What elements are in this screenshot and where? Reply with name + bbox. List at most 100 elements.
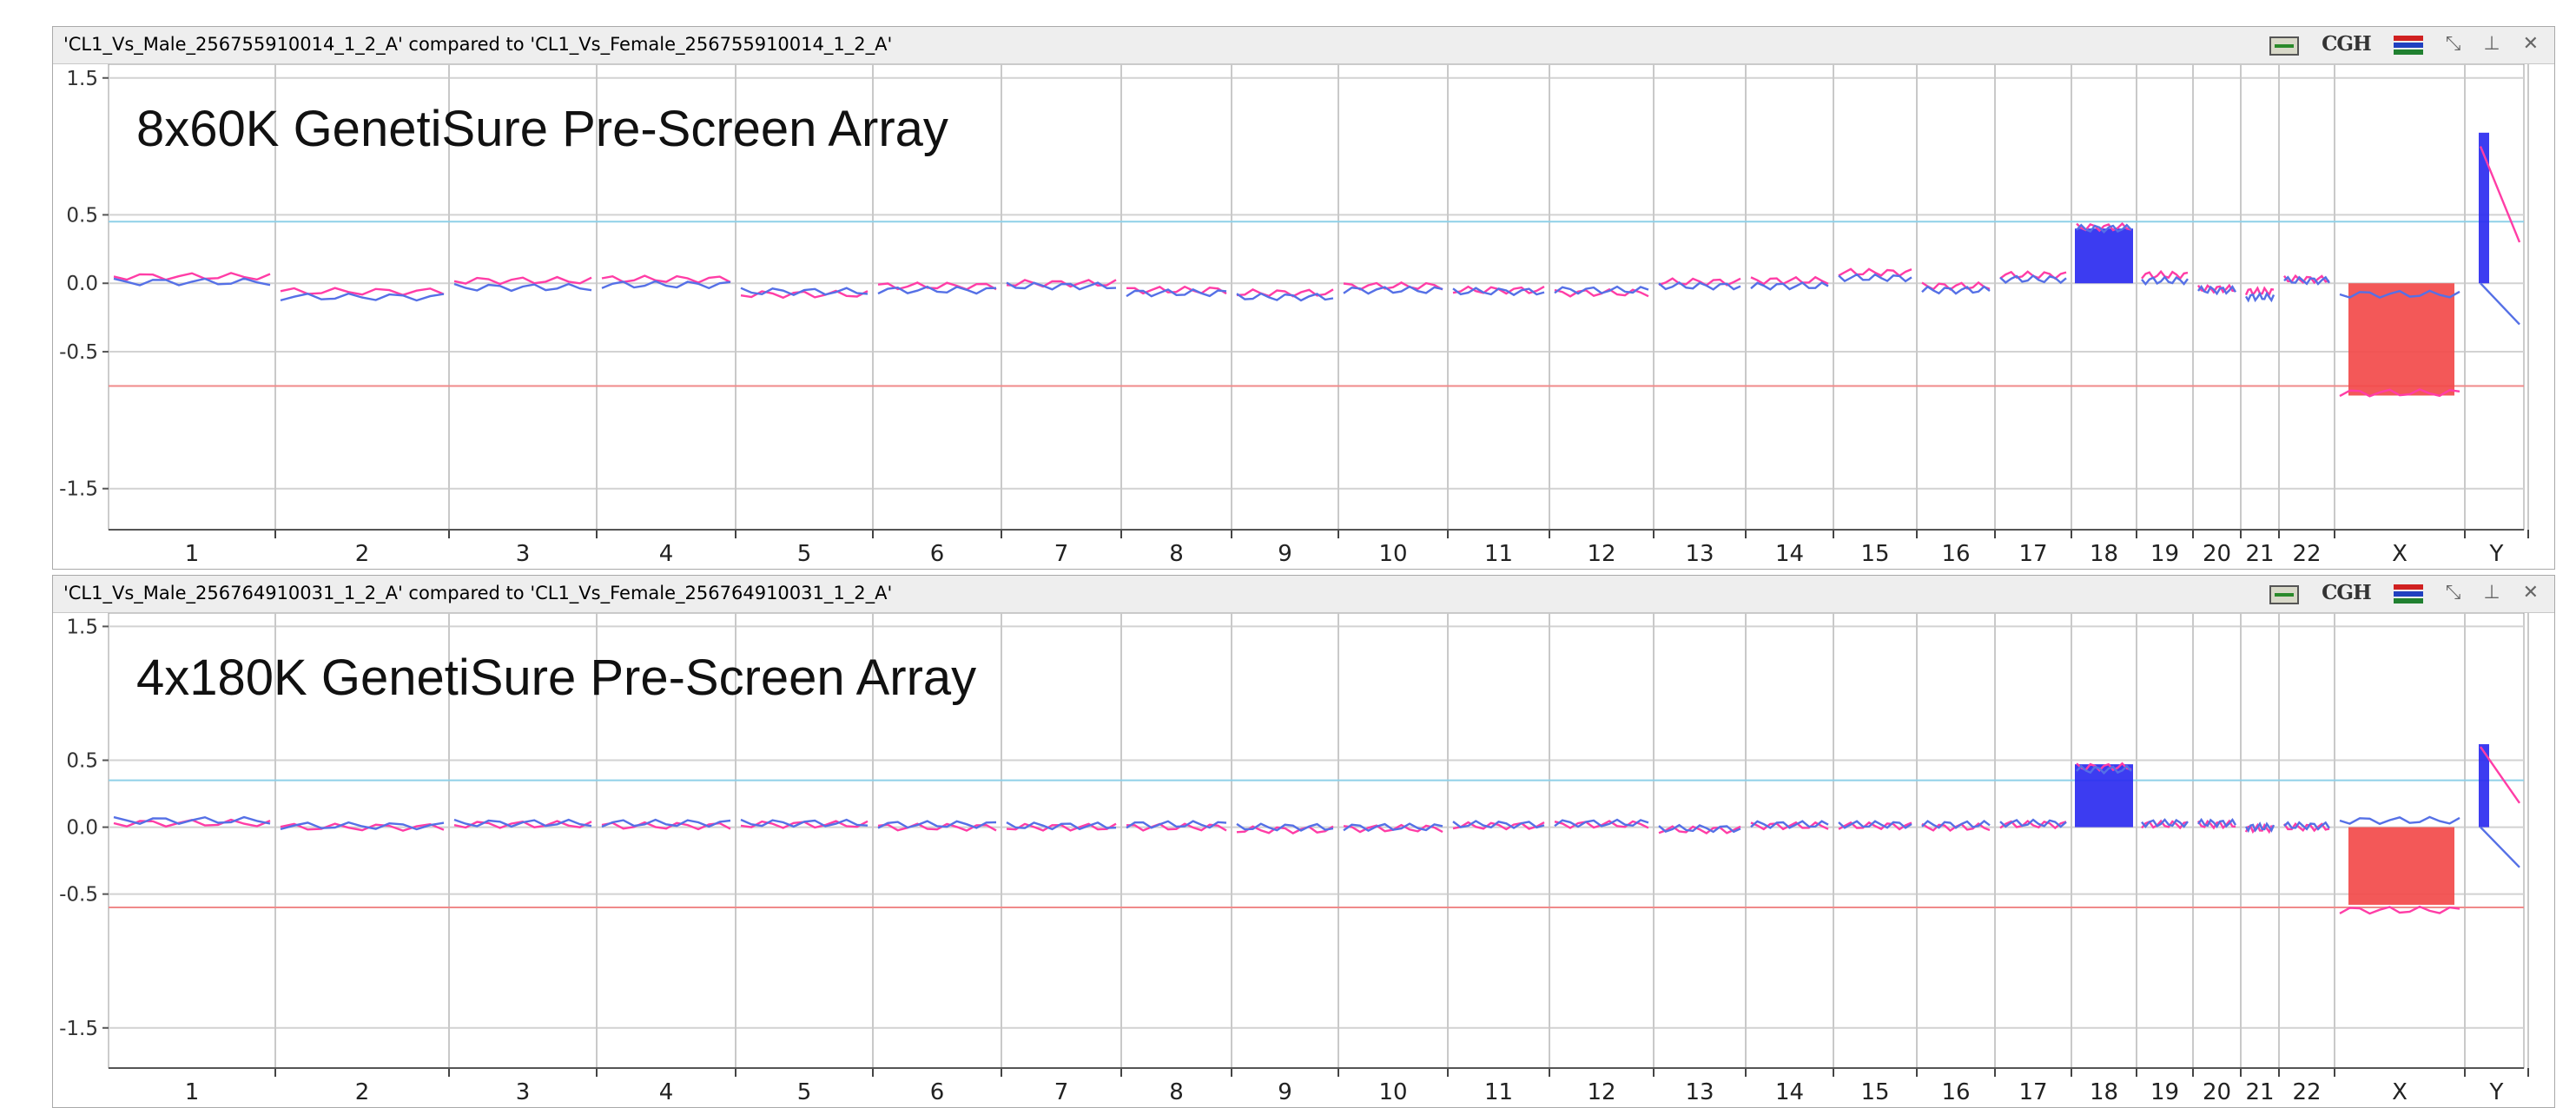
series-trace-chr-5	[740, 818, 869, 828]
series-trace-chr-14	[1750, 281, 1829, 291]
series-trace-chr-x	[2339, 289, 2460, 300]
series-trace-chr-13	[1658, 825, 1741, 835]
x-tick-label: 7	[1054, 1079, 1069, 1105]
series-trace-chr-11	[1452, 821, 1545, 831]
pin-icon[interactable]: ⊥	[2483, 582, 2500, 603]
x-tick-label: 21	[2245, 1079, 2274, 1105]
x-tick-label: 22	[2292, 541, 2321, 567]
series-trace-chr-6	[877, 281, 997, 291]
x-tick-label: 5	[797, 1079, 812, 1105]
series-trace-chr-19	[2141, 275, 2189, 286]
series-trace-chr-6	[877, 822, 997, 832]
series-trace-chr-21	[2244, 291, 2275, 303]
x-tick-label: 15	[1860, 1079, 1889, 1105]
aberration-bar-18	[2075, 228, 2133, 284]
array-type-annotation: 4x180K GenetiSure Pre-Screen Array	[136, 650, 976, 706]
series-trace-chr-6	[877, 820, 997, 829]
series-trace-chr-3	[453, 818, 592, 828]
series-trace-chr-y	[2480, 826, 2520, 868]
monitor-icon[interactable]	[2269, 585, 2300, 604]
series-trace-chr-8	[1126, 288, 1227, 298]
x-tick-label: 8	[1169, 541, 1184, 567]
x-tick-label: 3	[516, 1079, 531, 1105]
close-icon[interactable]: ✕	[2522, 582, 2539, 603]
cgh-icon[interactable]: CGH	[2322, 32, 2372, 56]
x-tick-label: 10	[1378, 1079, 1407, 1105]
series-trace-chr-18	[2076, 223, 2132, 234]
series-trace-chr-9	[1236, 292, 1334, 302]
series-trace-chr-21	[2244, 821, 2275, 834]
panel-title: 'CL1_Vs_Male_256764910031_1_2_A' compare…	[63, 583, 893, 603]
y-tick-label: 0.5	[66, 204, 98, 227]
series-trace-chr-x	[2339, 905, 2460, 915]
x-tick-label: 4	[659, 1079, 674, 1105]
series-trace-chr-12	[1554, 818, 1649, 828]
monitor-icon[interactable]	[2269, 36, 2300, 56]
series-trace-chr-2	[280, 821, 445, 831]
aberration-bar-x	[2348, 283, 2454, 396]
x-tick-label: 20	[2203, 541, 2231, 567]
series-trace-chr-x	[2339, 815, 2460, 826]
series-trace-chr-4	[601, 821, 731, 831]
series-trace-chr-18	[2076, 764, 2132, 775]
series-trace-chr-1	[113, 277, 271, 287]
x-tick-label: 12	[1587, 1079, 1615, 1105]
restore-icon[interactable]: ⤡	[2445, 582, 2461, 603]
series-trace-chr-19	[2141, 818, 2189, 828]
series-trace-chr-4	[601, 280, 731, 290]
x-tick-label: Y	[2489, 541, 2504, 567]
x-tick-label: 19	[2150, 1079, 2179, 1105]
close-icon[interactable]: ✕	[2522, 33, 2539, 55]
series-trace-chr-8	[1126, 820, 1227, 829]
panel-toolbar: CGH ⤡ ⊥ ✕	[2269, 580, 2539, 606]
series-trace-chr-15	[1838, 820, 1912, 829]
x-tick-label: 22	[2292, 1079, 2321, 1105]
x-tick-label: 6	[930, 541, 945, 567]
genome-plot-4x180k: 1.50.50.0-0.5-1.51 2 3 4 5 6 7 8 9 10 11 12 13 14 15 16…	[59, 613, 2529, 1105]
series-trace-chr-12	[1554, 285, 1649, 295]
series-trace-chr-17	[1999, 818, 2067, 828]
y-tick-label: 0.0	[66, 817, 98, 840]
series-trace-chr-22	[2283, 821, 2330, 833]
x-tick-label: 21	[2245, 541, 2274, 567]
x-tick-label: 20	[2203, 1079, 2231, 1105]
series-trace-chr-9	[1236, 288, 1334, 298]
cgh-icon[interactable]: CGH	[2322, 581, 2372, 604]
series-trace-chr-10	[1343, 285, 1443, 295]
series-trace-chr-13	[1658, 823, 1741, 834]
series-trace-chr-7	[1006, 821, 1117, 831]
series-trace-chr-2	[280, 822, 445, 832]
flag-icon[interactable]	[2393, 583, 2423, 605]
series-trace-chr-15	[1838, 821, 1912, 831]
series-trace-chr-17	[1999, 274, 2067, 285]
y-tick-label: -0.5	[59, 341, 98, 364]
series-trace-chr-7	[1006, 822, 1117, 832]
plot-area	[108, 613, 2525, 1069]
x-tick-label: 7	[1054, 541, 1069, 567]
series-trace-chr-9	[1236, 825, 1334, 834]
series-trace-chr-5	[740, 289, 869, 300]
x-tick-label: 17	[2018, 1079, 2047, 1105]
series-trace-chr-2	[280, 292, 445, 302]
x-tick-label: 16	[1941, 541, 1970, 567]
flag-icon[interactable]	[2393, 34, 2423, 56]
series-trace-chr-x	[2339, 388, 2460, 398]
restore-icon[interactable]: ⤡	[2445, 33, 2461, 55]
pin-icon[interactable]: ⊥	[2483, 33, 2500, 55]
x-tick-label: 6	[930, 1079, 945, 1105]
panel-title-bar: 'CL1_Vs_Male_256755910014_1_2_A' compare…	[53, 27, 2554, 64]
series-trace-chr-y	[2480, 282, 2520, 326]
series-trace-chr-20	[2197, 284, 2237, 296]
series-trace-chr-13	[1658, 280, 1741, 291]
series-trace-chr-y	[2479, 146, 2521, 243]
x-tick-label: X	[2392, 541, 2408, 567]
x-tick-label: 3	[516, 541, 531, 567]
x-tick-label: 13	[1685, 1079, 1714, 1105]
y-tick-label: 1.5	[66, 68, 98, 90]
series-trace-chr-16	[1921, 819, 1991, 829]
x-tick-label: 13	[1685, 541, 1714, 567]
series-trace-chr-7	[1006, 279, 1117, 288]
series-trace-chr-1	[113, 272, 271, 281]
x-tick-label: 12	[1587, 541, 1615, 567]
y-tick-label: -0.5	[59, 884, 98, 907]
